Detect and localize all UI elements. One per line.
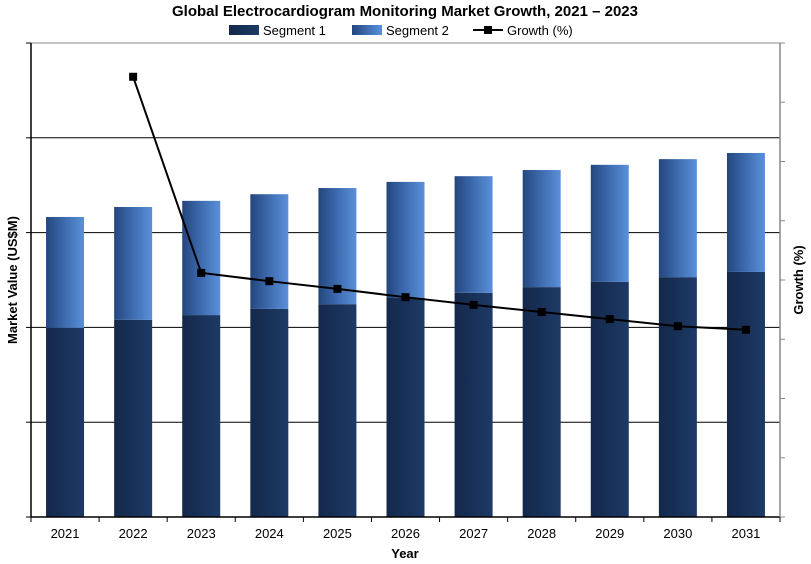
x-tick-label: 2023 <box>187 526 216 541</box>
growth-point <box>401 293 410 302</box>
legend-label: Growth (%) <box>507 23 573 38</box>
growth-line <box>129 72 750 334</box>
bar-segment-1 <box>318 304 357 517</box>
x-tick-label: 2030 <box>663 526 692 541</box>
bar-segment-1 <box>114 319 153 517</box>
legend-swatch <box>229 25 259 35</box>
growth-point <box>333 284 342 293</box>
bar-segment-1 <box>454 292 493 517</box>
x-tick-label: 2029 <box>595 526 624 541</box>
bar-segment-2 <box>386 181 425 299</box>
bar-segment-1 <box>386 298 425 517</box>
bars <box>46 152 765 517</box>
x-tick-label: 2022 <box>119 526 148 541</box>
axes: 2021 2022 2023 2024 2025 2026 2027 2028 2029 2030… <box>26 42 785 541</box>
bar-segment-2 <box>658 159 697 278</box>
x-tick-label: 2031 <box>731 526 760 541</box>
bar-segment-1 <box>46 327 85 517</box>
x-tick-label: 2025 <box>323 526 352 541</box>
bar-segment-1 <box>658 277 697 517</box>
x-tick-label: 2028 <box>527 526 556 541</box>
bar-segment-1 <box>250 308 289 517</box>
legend-label: Segment 1 <box>263 23 326 38</box>
bar-segment-2 <box>522 170 561 288</box>
growth-point <box>741 325 750 334</box>
bar-segment-1 <box>182 315 221 517</box>
legend-marker <box>484 26 492 34</box>
growth-point <box>673 322 682 331</box>
growth-point <box>265 277 274 286</box>
bar-segment-2 <box>726 152 765 272</box>
growth-line-path <box>132 76 747 331</box>
y2-axis-label: Growth (%) <box>791 245 806 314</box>
x-tick-label: 2024 <box>255 526 284 541</box>
x-tick-label: 2027 <box>459 526 488 541</box>
x-axis-label: Year <box>391 546 418 561</box>
chart-title: Global Electrocardiogram Monitoring Mark… <box>172 3 638 20</box>
bar-segment-2 <box>46 216 85 328</box>
bar-segment-1 <box>726 271 765 517</box>
legend: Segment 1 Segment 2 Growth (%) <box>229 23 573 38</box>
bar-segment-1 <box>522 287 561 517</box>
bar-segment-2 <box>114 207 153 320</box>
legend-label: Segment 2 <box>386 23 449 38</box>
bar-segment-2 <box>182 200 221 316</box>
x-tick-label: 2021 <box>51 526 80 541</box>
bar-segment-2 <box>250 194 289 309</box>
growth-point <box>129 72 138 81</box>
x-tick-label: 2026 <box>391 526 420 541</box>
bar-segment-2 <box>454 176 493 293</box>
growth-point <box>537 307 546 316</box>
bar-segment-2 <box>318 188 357 305</box>
legend-swatch <box>352 25 382 35</box>
growth-point <box>469 300 478 309</box>
bar-segment-2 <box>590 164 629 282</box>
growth-point <box>605 315 614 324</box>
growth-point <box>197 268 206 277</box>
y-axis-label: Market Value (US$M) <box>5 216 20 344</box>
